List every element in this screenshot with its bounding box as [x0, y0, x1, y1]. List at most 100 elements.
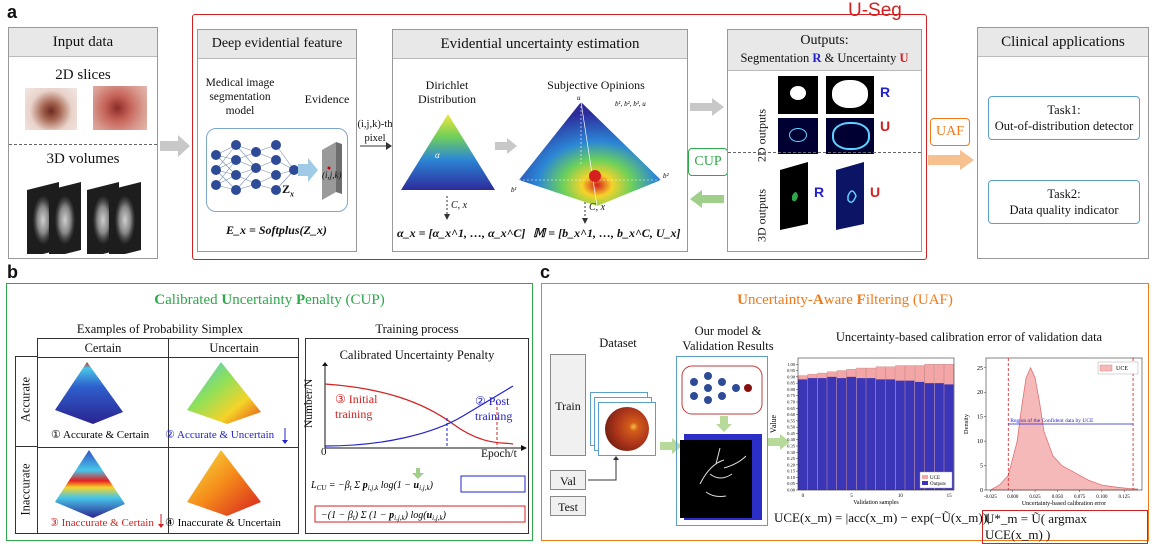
- x-tick-label: 0: [802, 494, 805, 499]
- density-x-tick-label: -0.025: [984, 495, 997, 500]
- uce-density-area: [990, 366, 1138, 491]
- outputs-bar: [915, 381, 925, 490]
- panel-c-label: c: [540, 262, 551, 282]
- accurate-row-label: Accurate: [18, 376, 33, 423]
- svg-text:b²: b²: [663, 172, 670, 180]
- outputs-bar: [895, 380, 905, 490]
- val-label: Val: [560, 474, 576, 488]
- subjective-opinion-pyramid: b¹, b², b³, u b² b¹ u: [511, 94, 675, 207]
- outputs-bar: [837, 378, 847, 490]
- r-3d-tag: R: [814, 184, 825, 200]
- neural-network-icon: [211, 140, 342, 200]
- y-tick-label: 0.65: [787, 406, 796, 411]
- arrow-outputs-to-est: [690, 190, 724, 208]
- pixel-label: (i,j,k)-th pixel: [357, 119, 393, 144]
- cup-u: U: [221, 292, 233, 308]
- train-label: Train: [555, 399, 581, 413]
- skin-lesion-image-1: [25, 88, 77, 130]
- density-y-tick-label: 5: [980, 464, 983, 470]
- outputs-bar: [924, 383, 934, 490]
- cup-panel-title: Calibrated Uncertainty Penalty (CUP): [7, 292, 532, 309]
- cup-t1: alibrated: [165, 292, 222, 308]
- estimation-title: Evidential uncertainty estimation: [393, 30, 687, 59]
- useg-frame: [192, 14, 927, 260]
- arrow-dirichlet-to-opinions: [495, 138, 517, 154]
- simplex-examples: ① Accurate & Certain ② Accurate & Uncert…: [51, 362, 288, 529]
- uce-density-chart: Region of the Confident data by UCE 0 5 10 1…: [963, 357, 1143, 507]
- cell-inaccurate-certain: ③ Inaccurate & Certain: [51, 517, 154, 529]
- outputs-bar: [866, 378, 876, 490]
- panel-b-label: b: [7, 262, 18, 282]
- outputs-header: Outputs: Segmentation R & Uncertainty U: [728, 30, 921, 71]
- cup-panel: Calibrated Uncertainty Penalty (CUP) Exa…: [6, 283, 533, 541]
- outputs-bar: [944, 384, 954, 490]
- cup-t3: enalty (CUP): [305, 292, 385, 308]
- outputs-bar: [934, 383, 944, 490]
- subjective-opinions-label: Subjective Opinions: [547, 78, 645, 92]
- amp-label: & Uncertainty: [821, 51, 900, 65]
- x-tick-label: 10: [898, 494, 904, 499]
- dirichlet-cx-label: C, x: [451, 200, 468, 211]
- opinion-cx-label: C, x: [589, 202, 606, 213]
- out3d-label: 3D outputs: [754, 189, 769, 243]
- training-box: [305, 338, 529, 534]
- uaf-panel-title: Uncertainty-Aware Filtering (UAF): [542, 292, 1148, 309]
- density-plot-frame: [985, 357, 1143, 491]
- cup-loss-formula: LCU = −βt Σ pi,j,k log(1 − ui,j,k) −(1 −…: [311, 468, 526, 523]
- u-3d-tag: U: [870, 184, 881, 200]
- y-tick-label: 0.40: [787, 437, 796, 442]
- slices-2d-label: 2D slices: [55, 67, 111, 83]
- out2d-label: 2D outputs: [754, 109, 769, 163]
- fundus-image: [605, 407, 649, 451]
- r-label: R: [812, 51, 822, 65]
- dirichlet-label: Dirichlet Distribution: [417, 78, 476, 106]
- zx-label: Zx: [282, 182, 294, 198]
- volumes-3d-label: 3D volumes: [46, 151, 120, 167]
- softplus-formula: E_x = Softplus(Z_x): [226, 223, 327, 237]
- uaf-t3: iltering (UAF): [865, 292, 953, 308]
- training-process-label: Training process: [375, 322, 459, 336]
- cup-p: P: [295, 292, 306, 308]
- panel-a-label: a: [7, 2, 18, 22]
- density-y-tick-label: 20: [977, 390, 983, 396]
- zero-label: 0: [321, 446, 327, 458]
- legend-uce-swatch: [922, 475, 928, 479]
- uaf-a: A: [812, 292, 824, 308]
- test-box: Test: [550, 496, 586, 516]
- density-x-tick-label: 0.100: [1096, 495, 1108, 500]
- y-tick-label: 0.70: [787, 400, 796, 405]
- density-x-tick-label: 0.025: [1029, 495, 1041, 500]
- outputs-bar: [807, 378, 817, 490]
- y-tick-label: 0.45: [787, 431, 796, 436]
- density-y-axis-label: Density: [963, 413, 970, 434]
- training-curves: [322, 362, 527, 451]
- density-y-tick-label: 0: [980, 488, 983, 494]
- density-y-tick-label: 25: [977, 366, 983, 372]
- certain-header: Certain: [84, 341, 122, 355]
- density-x-axis-label: Uncertainty-based calibration error: [1022, 501, 1106, 507]
- y-tick-label: 0.90: [787, 374, 796, 379]
- deep-evidential-box: Deep evidential feature Medical image se…: [197, 29, 357, 252]
- seg-2d-output-2: [826, 76, 874, 114]
- u-2d-tag: U: [880, 118, 891, 134]
- unc-2d-output-1: [778, 118, 818, 154]
- epoch-label: Epoch/t: [481, 448, 517, 460]
- density-x-tick-label: 0.050: [1052, 495, 1064, 500]
- arrow-input-to-useg: [160, 135, 190, 157]
- evidence-label: Evidence: [304, 92, 350, 106]
- model-results-label: Our model & Validation Results: [682, 324, 774, 353]
- y-tick-label: 0.55: [787, 418, 796, 423]
- outputs-bar: [817, 378, 827, 490]
- u-label: U: [899, 51, 909, 65]
- arrow-model-to-chart: [768, 434, 790, 450]
- input-data-box: Input data 2D slices 3D volumes: [8, 27, 158, 259]
- uce-formula: UCE(x_m) = |acc(x_m) − exp(−Ũ(x_m))|: [774, 510, 990, 525]
- cup-t2: ncertainty: [232, 292, 296, 308]
- cell-accurate-certain: ① Accurate & Certain: [51, 429, 150, 441]
- y-tick-label: 0.05: [787, 481, 796, 486]
- voxel-label: (i,j,k): [322, 170, 342, 180]
- uaf-tag: UAF: [930, 118, 970, 146]
- post-text: ② Post training: [475, 394, 513, 423]
- arrow-deep-to-est: [360, 142, 392, 150]
- outputs-divider: [728, 152, 921, 153]
